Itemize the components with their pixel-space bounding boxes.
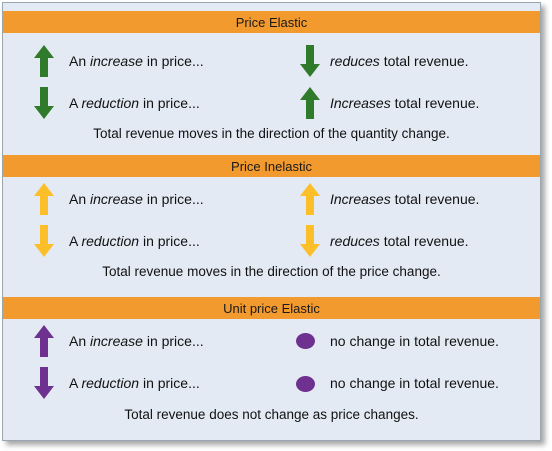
arrow-up-icon [300, 183, 320, 215]
section-summary: Total revenue moves in the direction of … [93, 126, 450, 141]
section-summary: Total revenue does not change as price c… [124, 407, 419, 422]
section-title: Price Elastic [235, 14, 308, 30]
arrow-down-icon [34, 87, 54, 119]
left-statement: A reduction in price... [69, 233, 200, 249]
section-header-price-elastic: Price Elastic [3, 11, 540, 33]
row-unit-increase: An increase in price... no change in tot… [3, 325, 540, 357]
row-elastic-increase: An increase in price... reduces total re… [3, 45, 540, 77]
arrow-down-icon [34, 367, 54, 399]
arrow-down-icon [34, 225, 54, 257]
right-statement: reduces total revenue. [330, 53, 469, 69]
arrow-down-icon [300, 45, 320, 77]
left-statement: An increase in price... [69, 191, 204, 207]
section-header-unit-price-elastic: Unit price Elastic [3, 297, 540, 319]
arrow-up-icon [300, 87, 320, 119]
section-header-price-inelastic: Price Inelastic [3, 155, 540, 177]
row-inelastic-reduction: A reduction in price... reduces total re… [3, 225, 540, 257]
arrow-up-icon [34, 183, 54, 215]
section-summary: Total revenue moves in the direction of … [102, 264, 441, 279]
right-statement: Increases total revenue. [330, 191, 480, 207]
left-statement: A reduction in price... [69, 95, 200, 111]
elasticity-table: Price Elastic An increase in price... re… [2, 2, 541, 441]
arrow-up-icon [34, 45, 54, 77]
left-statement: A reduction in price... [69, 375, 200, 391]
row-unit-reduction: A reduction in price... no change in tot… [3, 367, 540, 399]
right-statement: Increases total revenue. [330, 95, 480, 111]
circle-icon [296, 333, 315, 349]
circle-icon [296, 376, 315, 392]
left-statement: An increase in price... [69, 53, 204, 69]
row-inelastic-increase: An increase in price... Increases total … [3, 183, 540, 215]
arrow-down-icon [300, 225, 320, 257]
arrow-up-icon [34, 325, 54, 357]
row-elastic-reduction: A reduction in price... Increases total … [3, 87, 540, 119]
left-statement: An increase in price... [69, 333, 204, 349]
right-statement: no change in total revenue. [330, 375, 499, 391]
right-statement: no change in total revenue. [330, 333, 499, 349]
section-title: Price Inelastic [231, 158, 312, 174]
right-statement: reduces total revenue. [330, 233, 469, 249]
section-title: Unit price Elastic [223, 300, 320, 316]
